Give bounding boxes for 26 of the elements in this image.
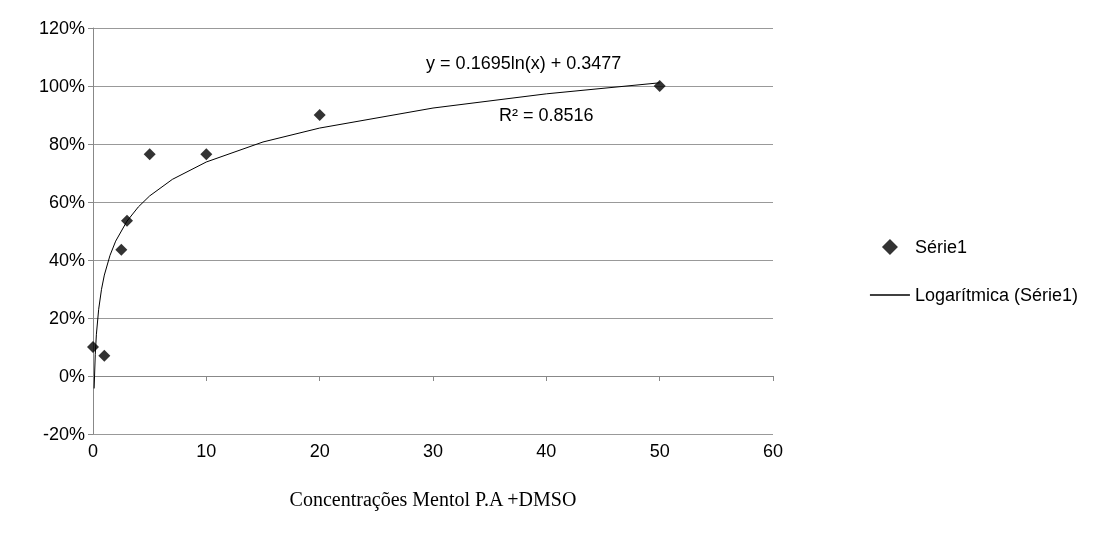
y-tick-label: -20% — [42, 424, 85, 444]
y-tick-label: 100% — [38, 76, 85, 96]
x-axis-title: Concentrações Mentol P.A +DMSO — [289, 488, 577, 511]
x-tick-label: 40 — [536, 441, 557, 461]
legend-label: Logarítmica (Série1) — [914, 285, 1079, 305]
y-tick-label: 20% — [48, 308, 85, 328]
y-tick-label: 120% — [38, 18, 85, 38]
point — [143, 148, 156, 161]
x-tick-label: 0 — [87, 441, 99, 461]
x-tick-label: 60 — [762, 441, 784, 461]
y-tick-label: 80% — [48, 134, 85, 154]
x-tick-label: 20 — [309, 441, 330, 461]
point — [313, 109, 326, 121]
annotation: y = 0.1695ln(x) + 0.3477 — [426, 52, 622, 73]
point — [98, 349, 111, 362]
y-tick-label: 60% — [48, 192, 85, 212]
x-tick-label: 30 — [422, 441, 444, 461]
point — [653, 80, 666, 92]
y-tick-label: 40% — [48, 250, 85, 270]
y-tick-label: 0% — [58, 366, 85, 386]
point — [115, 243, 128, 256]
x-tick-label: 50 — [649, 441, 670, 461]
point — [200, 148, 213, 161]
x-tick-label: 10 — [196, 441, 217, 461]
annotation: R² = 0.8516 — [499, 105, 594, 125]
legend-label: Série1 — [914, 237, 967, 257]
